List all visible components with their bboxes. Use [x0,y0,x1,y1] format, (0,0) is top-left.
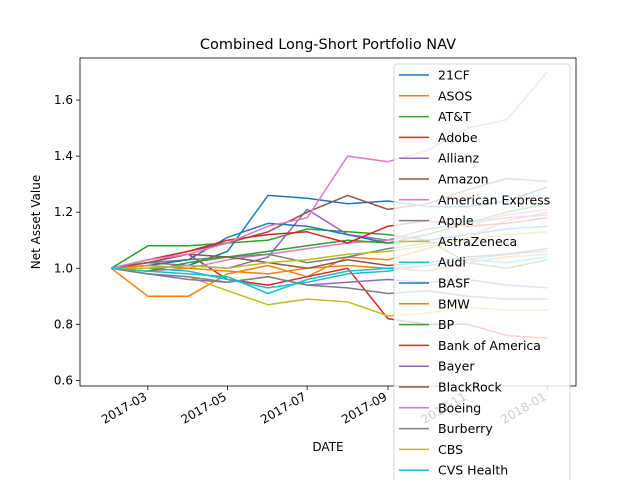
legend-items: 21CF ASOS AT&T Adobe Allianz Amazon American E… [399,68,550,478]
legend-box [393,63,571,484]
y-axis: 0.6 0.8 1.0 1.2 1.4 1.6 [54,93,80,387]
y-tick-label: 1.0 [54,261,73,275]
y-tick-label: 1.6 [54,93,73,107]
y-axis-label: Net Asset Value [29,175,43,269]
legend-label: Audi [438,255,466,270]
legend-label: Amazon [438,172,489,187]
legend-label: ASOS [438,88,472,103]
legend-label: BASF [438,276,470,291]
legend-label: Bank of America [438,338,541,353]
chart-title: Combined Long-Short Portfolio NAV [200,37,456,53]
legend-label: American Express [438,192,550,207]
legend-label: BlackRock [438,380,502,395]
legend-label: Allianz [438,151,480,166]
legend-label: AT&T [438,109,471,124]
y-tick-label: 0.8 [54,317,73,331]
legend-label: AstraZeneca [438,234,517,249]
y-tick-label: 1.2 [54,205,73,219]
y-tick-label: 0.6 [54,373,73,387]
legend-label: 21CF [438,68,470,83]
legend-label: BMW [438,296,470,311]
legend-label: Boeing [438,400,481,415]
legend: 21CF ASOS AT&T Adobe Allianz Amazon American E… [393,63,571,484]
plot-frame [79,57,577,387]
legend-label: CBS [438,442,463,457]
legend-label: Burberry [438,421,493,436]
legend-label: BP [438,317,455,332]
x-axis-label: DATE [312,440,343,454]
y-tick-label: 1.4 [54,149,73,163]
legend-label: CVS Health [438,463,508,478]
legend-label: Bayer [438,359,475,374]
legend-label: Adobe [438,130,478,145]
legend-label: Apple [438,213,474,228]
